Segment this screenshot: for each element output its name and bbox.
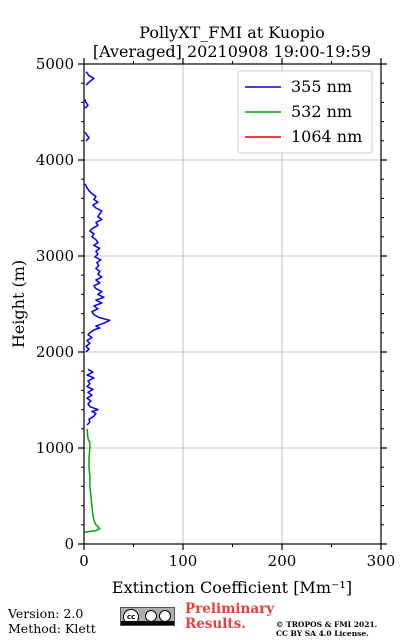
- chart-title-line2: [Averaged] 20210908 19:00-19:59: [93, 42, 371, 61]
- x-tick-label: 0: [79, 552, 89, 570]
- x-tick-label: 300: [367, 552, 396, 570]
- x-tick-label: 100: [169, 552, 198, 570]
- y-tick-label: 0: [64, 535, 74, 553]
- y-tick-label: 3000: [36, 247, 74, 265]
- legend-label-1064: 1064 nm: [291, 127, 362, 146]
- series-line-355-nm: [86, 368, 99, 426]
- y-tick-label: 5000: [36, 55, 74, 73]
- preliminary-notice: Preliminary Results.: [185, 602, 275, 632]
- preliminary-line1: Preliminary: [185, 601, 275, 617]
- method-text: Method: Klett: [8, 621, 96, 636]
- x-tick-label: 200: [268, 552, 297, 570]
- y-tick-label: 2000: [36, 343, 74, 361]
- series-line-355-nm: [85, 71, 95, 86]
- legend-label-532: 532 nm: [291, 102, 352, 121]
- copyright-line1: © TROPOS & FMI 2021.: [276, 620, 378, 629]
- series-line-532-nm: [83, 428, 101, 534]
- y-tick-label: 4000: [36, 151, 74, 169]
- x-axis-label: Extinction Coefficient [Mm⁻¹]: [112, 578, 352, 597]
- preliminary-line2: Results.: [185, 616, 246, 632]
- legend: 355 nm 532 nm 1064 nm: [237, 70, 373, 154]
- badge-strip: [121, 621, 174, 625]
- series-line-355-nm: [84, 99, 89, 109]
- series-line-355-nm: [84, 131, 90, 142]
- series-layer: [83, 71, 111, 534]
- legend-box: [237, 70, 373, 154]
- copyright-line2: CC BY SA 4.0 License.: [276, 629, 369, 638]
- copyright-notice: © TROPOS & FMI 2021. CC BY SA 4.0 Licens…: [276, 620, 400, 638]
- version-text: Version: 2.0: [8, 606, 84, 621]
- footer-meta: Version: 2.0 Method: Klett: [8, 606, 96, 636]
- chart-title-line1: PollyXT_FMI at Kuopio: [139, 23, 325, 42]
- cc-license-badge-icon: cc: [120, 607, 175, 626]
- y-axis-label: Height (m): [9, 260, 28, 348]
- legend-label-355: 355 nm: [291, 77, 352, 96]
- series-line-355-nm: [84, 183, 111, 353]
- y-tick-label: 1000: [36, 439, 74, 457]
- extinction-profile-chart: PollyXT_FMI at Kuopio [Averaged] 2021090…: [9, 23, 396, 597]
